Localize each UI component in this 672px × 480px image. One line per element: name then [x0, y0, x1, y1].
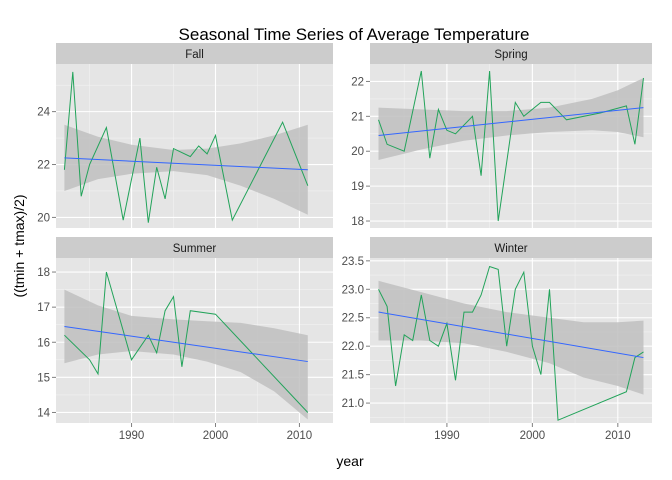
data-marks-winter: [378, 265, 644, 421]
y-tick-label-spring: 20: [351, 146, 364, 158]
facet-winter: Winter 21.0 21.5 22.0 22.5 23.0 23.5 1990 2000 20…: [342, 237, 652, 442]
y-tick-label-spring: 22: [351, 76, 364, 88]
facet-summer: Summer 14 15 16 17 18 1990 2000 2010: [37, 237, 333, 442]
y-tick-label-summer: 14: [37, 407, 50, 419]
facet-strip-spring: [370, 43, 652, 64]
facet-spring: Spring 18 19 20 21 22: [351, 43, 652, 228]
y-tick-label-summer: 18: [37, 267, 50, 279]
facet-fall: Fall 20 22 24: [37, 43, 333, 228]
y-axis-title: ((tmin + tmax)/2): [11, 194, 27, 297]
facet-strip-label-summer: Summer: [173, 243, 217, 255]
series-line-spring: [378, 70, 644, 222]
y-tick-label-summer: 17: [37, 302, 50, 314]
x-tick-label-winter: 2000: [520, 430, 546, 442]
y-tick-label-fall: 20: [37, 212, 50, 224]
facet-strip-label-fall: Fall: [185, 49, 204, 61]
series-line-fall: [63, 71, 309, 223]
y-tick-label-spring: 18: [351, 216, 364, 228]
facet-strip-label-winter: Winter: [494, 243, 527, 255]
data-marks-spring: [378, 70, 644, 222]
data-marks-summer: [64, 271, 309, 420]
facet-strip-summer: [56, 237, 333, 258]
series-line-summer: [64, 271, 309, 413]
facet-strip-winter: [370, 237, 652, 258]
y-tick-label-summer: 15: [37, 372, 50, 384]
series-line-winter: [378, 265, 644, 421]
y-tick-label-winter: 23.0: [342, 284, 364, 296]
y-tick-label-winter: 23.5: [342, 256, 364, 268]
x-tick-label-summer: 2010: [287, 430, 313, 442]
y-tick-label-winter: 22.0: [342, 341, 364, 353]
x-tick-label-summer: 2000: [203, 430, 229, 442]
trend-line-fall: [64, 157, 308, 171]
data-marks-fall: [63, 71, 309, 223]
x-axis-title: year: [336, 453, 364, 469]
confidence-band-summer: [64, 289, 308, 420]
x-tick-label-winter: 2010: [605, 430, 631, 442]
confidence-band-fall: [64, 124, 308, 215]
trend-line-spring: [378, 107, 644, 137]
chart-title: Seasonal Time Series of Average Temperat…: [179, 25, 530, 44]
y-tick-label-winter: 21.5: [342, 370, 364, 382]
facet-panels: Fall 20 22 24 Spring 18 19 20 21 22 Summer 14 15 16 17…: [37, 43, 652, 442]
y-tick-label-summer: 16: [37, 337, 50, 349]
y-tick-label-fall: 22: [37, 160, 50, 172]
x-tick-label-summer: 1990: [119, 430, 145, 442]
trend-line-summer: [64, 325, 308, 363]
y-tick-label-spring: 21: [351, 111, 364, 123]
confidence-band-spring: [378, 78, 644, 160]
facet-strip-fall: [56, 43, 333, 64]
x-tick-label-winter: 1990: [434, 430, 460, 442]
y-tick-label-fall: 24: [37, 107, 50, 119]
facet-strip-label-spring: Spring: [494, 49, 527, 61]
y-tick-label-winter: 21.0: [342, 398, 364, 410]
confidence-band-winter: [378, 280, 644, 395]
y-tick-label-spring: 19: [351, 181, 364, 193]
y-tick-label-winter: 22.5: [342, 313, 364, 325]
trend-line-winter: [378, 311, 644, 359]
